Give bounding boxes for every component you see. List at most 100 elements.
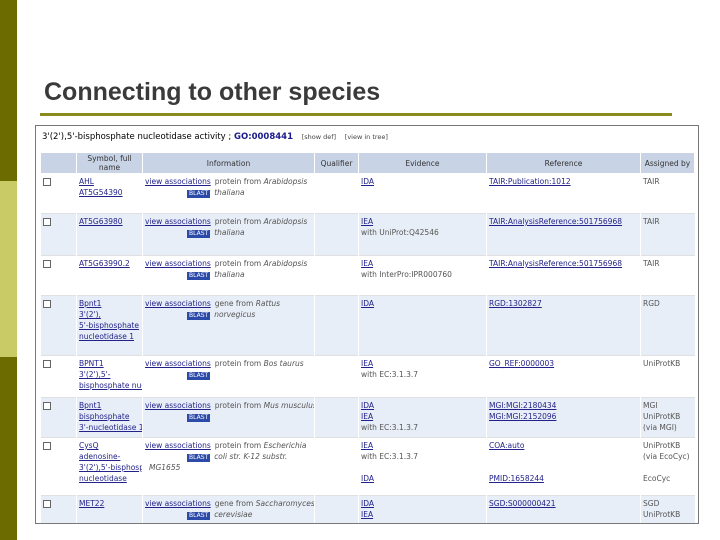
row-checkbox[interactable] (43, 178, 51, 186)
row-checkbox[interactable] (43, 218, 51, 226)
column-header-information[interactable]: Information (142, 152, 315, 174)
assigned-cell: TAIR (640, 213, 695, 256)
show-def-link[interactable]: [show def] (301, 133, 337, 141)
info-species-line: coli str. K-12 substr. (214, 452, 288, 461)
symbol-line[interactable]: bisphosphate (79, 412, 130, 421)
reference-value[interactable]: SGD:S000000421 (489, 499, 556, 508)
assigned-value: TAIR (643, 177, 660, 186)
reference-value[interactable]: PMID:1658244 (489, 474, 544, 483)
reference-value[interactable]: COA:auto (489, 441, 525, 450)
info-type: protein from (214, 177, 262, 186)
evidence-value[interactable]: IDA (361, 401, 374, 410)
select-cell (40, 213, 77, 256)
evidence-value[interactable]: IEA (361, 441, 374, 450)
blast-button[interactable]: BLAST (187, 372, 211, 380)
blast-button[interactable]: BLAST (187, 414, 211, 422)
symbol-line[interactable]: AHL (79, 177, 94, 186)
symbol-line[interactable]: 3'(2'),5'- (79, 370, 111, 379)
view-associations-link[interactable]: view associations (145, 499, 211, 508)
reference-value[interactable]: MGI:MGI:2180434 (489, 401, 557, 410)
symbol-line[interactable]: AT5G63990.2 (79, 259, 130, 268)
reference-cell: TAIR:Publication:1012 (486, 173, 641, 214)
evidence-value[interactable]: IDA (361, 499, 374, 508)
symbol-line[interactable]: nucleotidase (79, 474, 127, 483)
row-checkbox[interactable] (43, 442, 51, 450)
blast-button[interactable]: BLAST (187, 454, 211, 462)
reference-value[interactable]: RGD:1302827 (489, 299, 542, 308)
row-checkbox[interactable] (43, 360, 51, 368)
row-checkbox[interactable] (43, 260, 51, 268)
reference-value[interactable]: MGI:MGI:2152096 (489, 412, 557, 421)
info-type: protein from (214, 401, 262, 410)
symbol-line[interactable]: MET22 (79, 499, 105, 508)
view-associations-link[interactable]: view associations (145, 441, 211, 450)
row-checkbox[interactable] (43, 500, 51, 508)
evidence-value: with EC:3.1.3.7 (361, 370, 419, 379)
view-associations-link[interactable]: view associations (145, 401, 211, 410)
row-checkbox[interactable] (43, 402, 51, 410)
symbol-line[interactable]: Bpnt1 (79, 299, 102, 308)
reference-cell: COA:auto PMID:1658244 (486, 437, 641, 496)
qualifier-cell (314, 437, 359, 496)
evidence-value[interactable]: IEA (361, 510, 374, 519)
symbol-line[interactable]: 3'(2'), (79, 310, 101, 319)
column-header-symbol[interactable]: Symbol, full name (76, 152, 143, 174)
reference-value[interactable]: TAIR:AnalysisReference:501756968 (489, 217, 622, 226)
reference-value[interactable]: GO_REF:0000003 (489, 359, 555, 368)
view-in-tree-link[interactable]: [view in tree] (344, 133, 388, 141)
symbol-line[interactable]: AT5G63980 (79, 217, 123, 226)
evidence-value[interactable]: IDA (361, 474, 374, 483)
blast-button[interactable]: BLAST (187, 190, 211, 198)
view-associations-link[interactable]: view associations (145, 299, 211, 308)
view-associations-link[interactable]: view associations (145, 359, 211, 368)
symbol-line[interactable]: Bpnt1 (79, 401, 102, 410)
view-associations-link[interactable]: view associations (145, 177, 211, 186)
assigned-cell: UniProtKB (640, 355, 695, 398)
evidence-cell: IDA IEA (358, 495, 487, 523)
blast-button[interactable]: BLAST (187, 230, 211, 238)
symbol-line[interactable]: adenosine- (79, 452, 121, 461)
view-associations-link[interactable]: view associations (145, 259, 211, 268)
evidence-cell: IEA with UniProt:Q42546 (358, 213, 487, 256)
column-header-qualifier[interactable]: Qualifier (314, 152, 359, 174)
blast-button[interactable]: BLAST (187, 312, 211, 320)
select-cell (40, 255, 77, 296)
view-associations-link[interactable]: view associations (145, 217, 211, 226)
assigned-value (643, 462, 693, 473)
assigned-value: (via MGI) (643, 423, 677, 432)
info-species-line: MG1655 (149, 463, 181, 472)
information-cell: view associations gene from Saccharomyces… (142, 495, 315, 523)
column-header-reference[interactable]: Reference (486, 152, 641, 174)
assigned-cell: SGD UniProtKB (640, 495, 695, 523)
evidence-value[interactable]: IEA (361, 412, 374, 421)
symbol-line[interactable]: BPNT1 (79, 359, 104, 368)
evidence-value[interactable]: IEA (361, 217, 374, 226)
select-cell (40, 173, 77, 214)
blast-button[interactable]: BLAST (187, 272, 211, 280)
sidebar-accent-middle (0, 181, 17, 357)
symbol-line[interactable]: 3'-nucleotidase 1 (79, 423, 143, 432)
symbol-line[interactable]: CysQ (79, 441, 99, 450)
go-term-id[interactable]: GO:0008441 (234, 132, 294, 142)
row-checkbox[interactable] (43, 300, 51, 308)
evidence-value[interactable]: IDA (361, 177, 374, 186)
qualifier-cell (314, 213, 359, 256)
symbol-cell: AHL AT5G54390 (76, 173, 143, 214)
symbol-line[interactable]: 3'(2'),5'-bisphosphate (79, 463, 143, 472)
evidence-value[interactable]: IEA (361, 259, 374, 268)
reference-value[interactable]: TAIR:AnalysisReference:501756968 (489, 259, 622, 268)
evidence-value[interactable]: IEA (361, 359, 374, 368)
evidence-value[interactable]: IDA (361, 299, 374, 308)
reference-value[interactable]: TAIR:Publication:1012 (489, 177, 571, 186)
assigned-value: TAIR (643, 259, 660, 268)
symbol-line[interactable]: bisphosphate nucleotidase 1 (79, 381, 143, 390)
info-species: Bos taurus (263, 359, 304, 368)
blast-button[interactable]: BLAST (187, 512, 211, 520)
column-header-evidence[interactable]: Evidence (358, 152, 487, 174)
select-cell (40, 397, 77, 438)
info-species-line: thaliana (214, 270, 245, 279)
symbol-line[interactable]: AT5G54390 (79, 188, 123, 197)
symbol-line[interactable]: 5'-bisphosphate (79, 321, 139, 330)
column-header-assigned-by[interactable]: Assigned by (640, 152, 695, 174)
symbol-line[interactable]: nucleotidase 1 (79, 332, 134, 341)
